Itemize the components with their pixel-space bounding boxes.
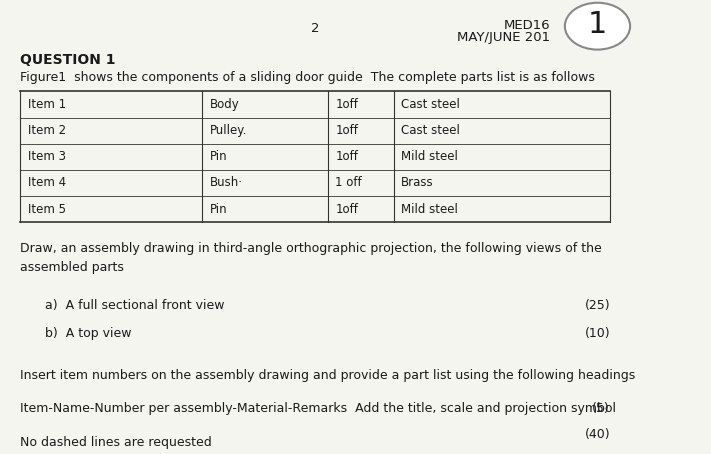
Text: 1off: 1off [335,150,358,163]
Text: 2: 2 [311,22,319,35]
Text: 1off: 1off [335,124,358,137]
Text: 1off: 1off [335,202,358,216]
Text: Item 1: Item 1 [28,98,66,111]
Text: Body: Body [210,98,240,111]
Text: (25): (25) [584,299,610,312]
Text: Mild steel: Mild steel [401,202,458,216]
Text: (5): (5) [592,402,610,415]
Text: Item-Name-Number per assembly-Material-Remarks  Add the title, scale and project: Item-Name-Number per assembly-Material-R… [20,402,616,415]
Text: Item 4: Item 4 [28,177,66,189]
Text: QUESTION 1: QUESTION 1 [20,53,116,67]
Text: Pin: Pin [210,202,228,216]
Text: (10): (10) [584,326,610,340]
Text: b)  A top view: b) A top view [46,326,132,340]
Circle shape [565,3,630,49]
Text: Item 3: Item 3 [28,150,65,163]
Text: Pin: Pin [210,150,228,163]
Text: Cast steel: Cast steel [401,98,460,111]
Text: Item 5: Item 5 [28,202,65,216]
Text: Pulley.: Pulley. [210,124,247,137]
Text: No dashed lines are requested: No dashed lines are requested [20,436,212,449]
Text: Item 2: Item 2 [28,124,66,137]
Text: 1off: 1off [335,98,358,111]
Text: Insert item numbers on the assembly drawing and provide a part list using the fo: Insert item numbers on the assembly draw… [20,369,636,381]
Text: MAY/JUNE 201: MAY/JUNE 201 [457,31,550,44]
Text: 1: 1 [588,10,607,39]
Text: Figure1  shows the components of a sliding door guide  The complete parts list i: Figure1 shows the components of a slidin… [20,71,595,84]
Text: MED16: MED16 [504,19,550,31]
Text: Mild steel: Mild steel [401,150,458,163]
Text: Bush·: Bush· [210,177,242,189]
Text: Brass: Brass [401,177,434,189]
Text: Draw, an assembly drawing in third-angle orthographic projection, the following : Draw, an assembly drawing in third-angle… [20,242,602,274]
Text: (40): (40) [584,428,610,440]
Text: Cast steel: Cast steel [401,124,460,137]
Text: a)  A full sectional front view: a) A full sectional front view [46,299,225,312]
Text: 1 off: 1 off [335,177,362,189]
